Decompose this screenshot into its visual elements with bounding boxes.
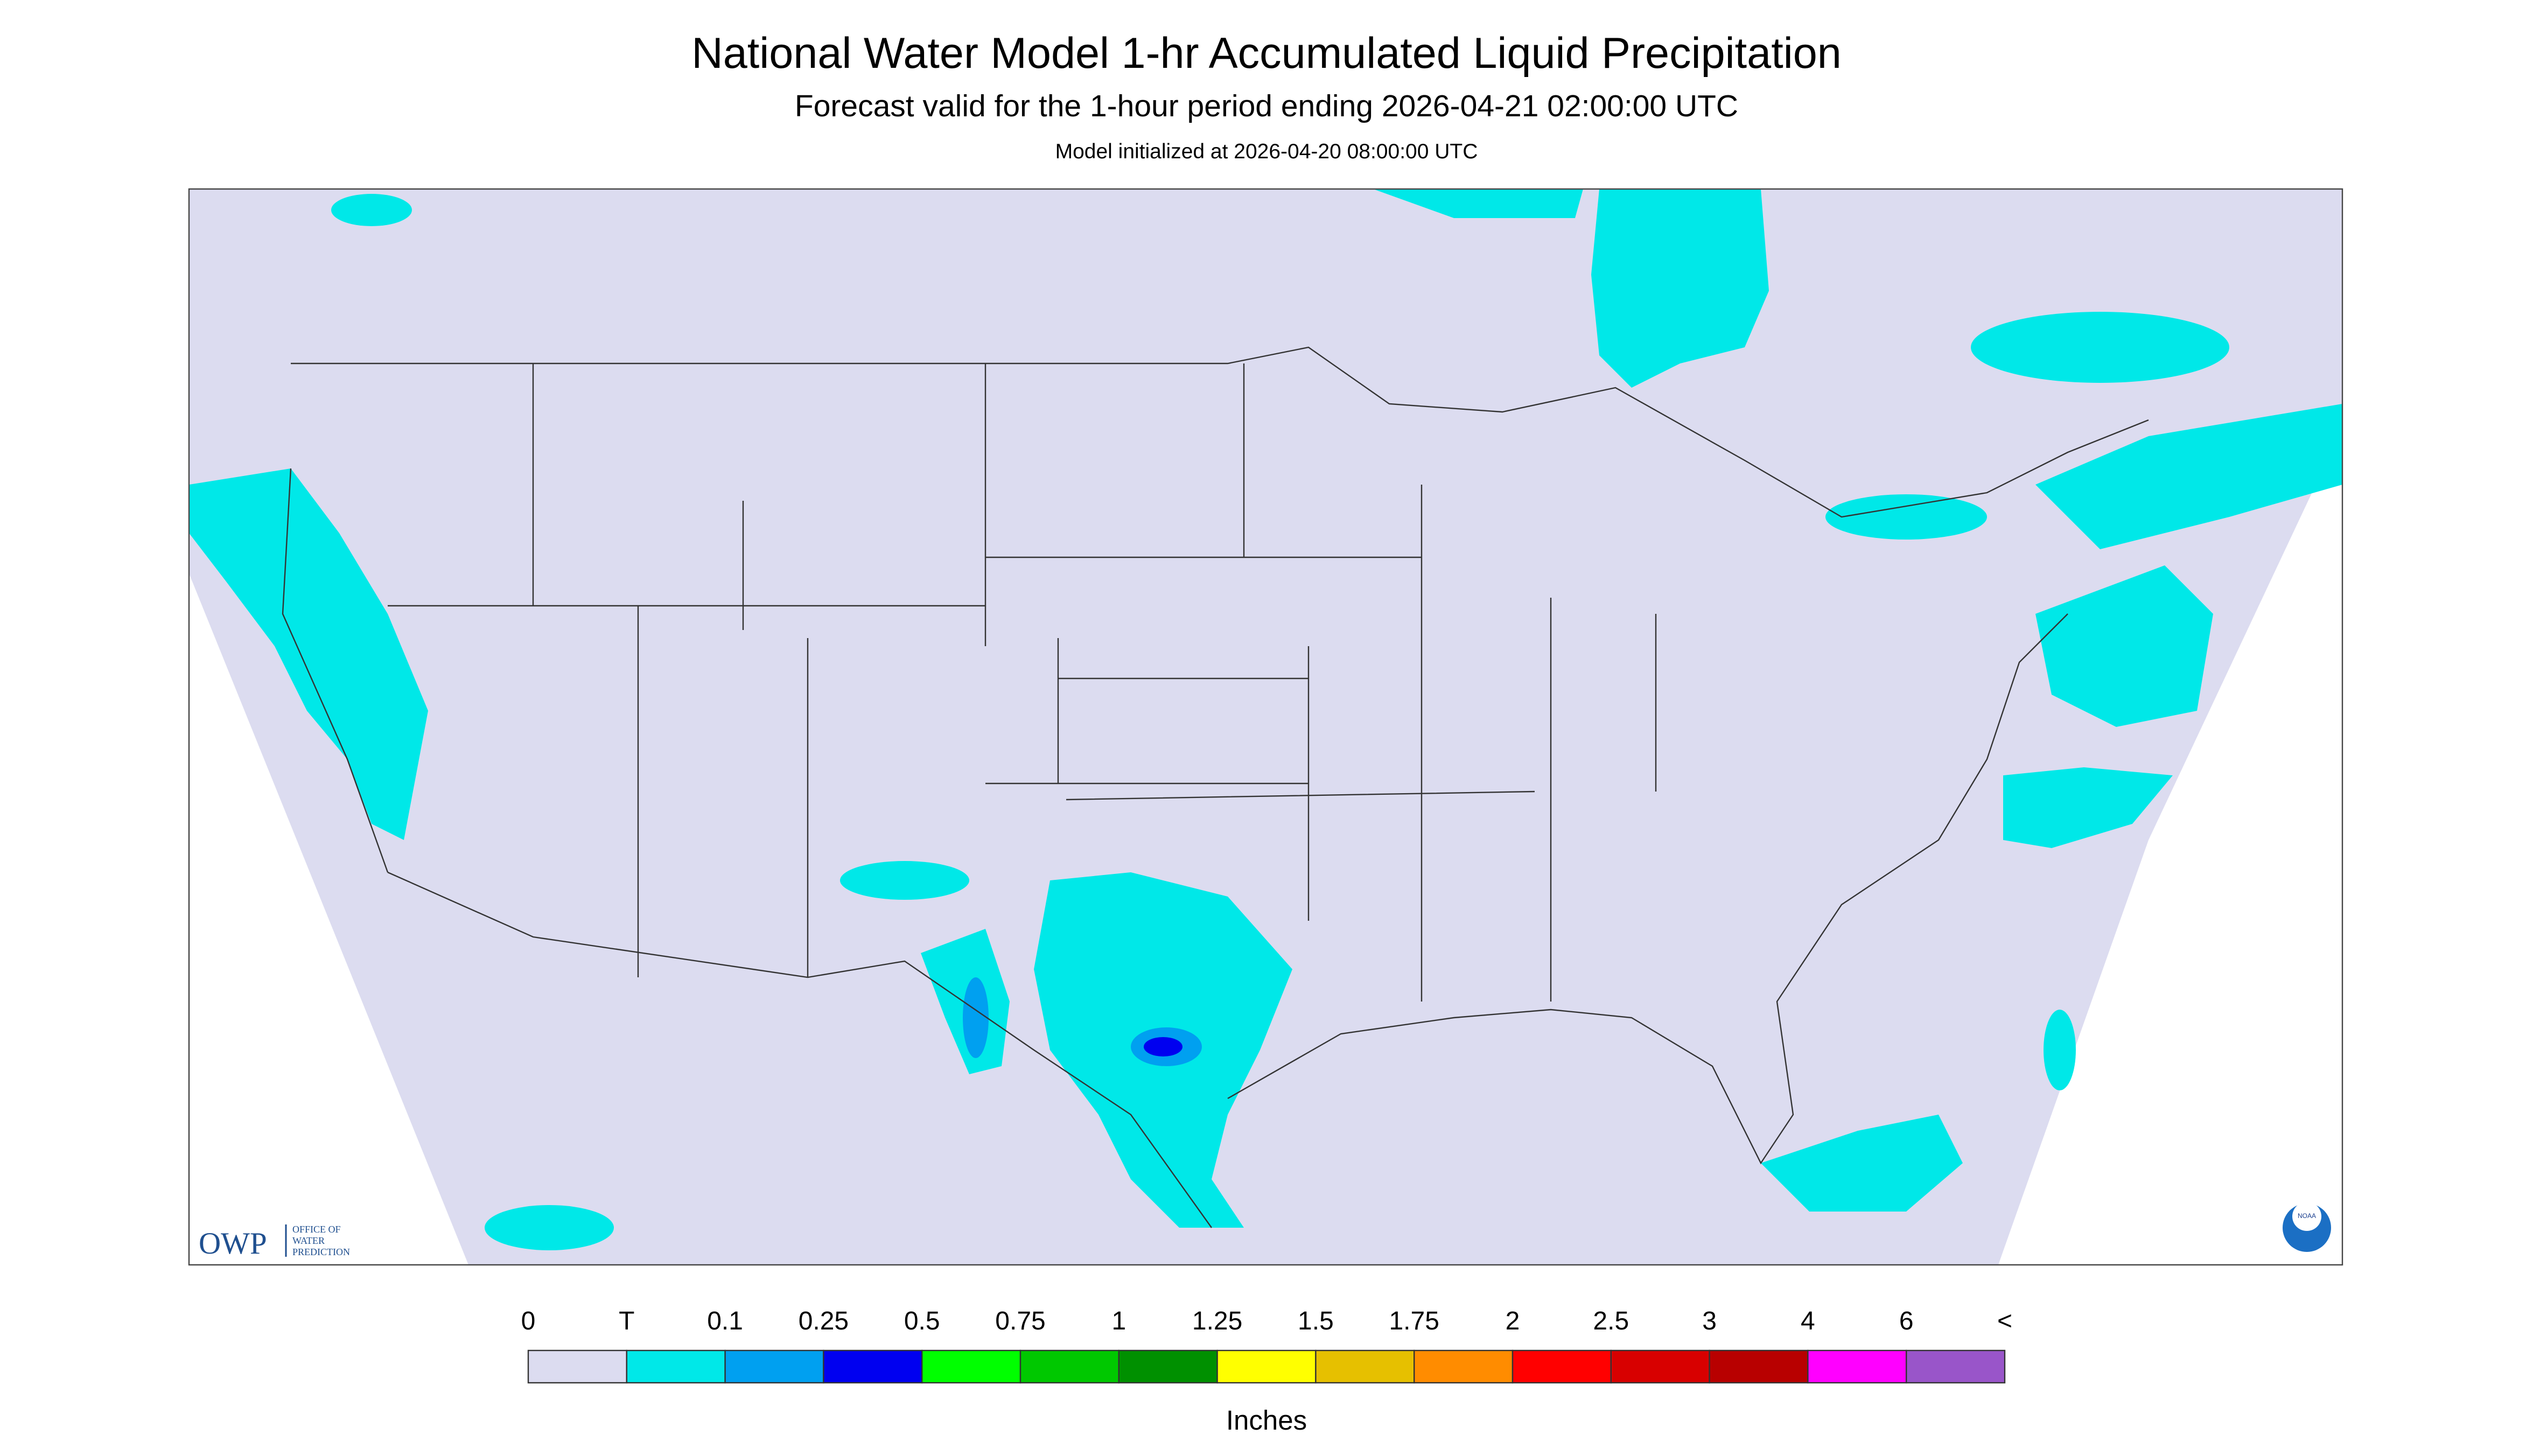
precip-area: [1825, 494, 1987, 540]
precip-area: [1373, 189, 1583, 219]
owp-logo-text: WATER: [292, 1235, 325, 1246]
subtitle: Forecast valid for the 1-hour period end…: [795, 89, 1738, 123]
border-line: [282, 468, 389, 873]
precip-area: [331, 194, 412, 227]
legend-swatch: [1315, 1349, 1415, 1384]
legend-label: 2: [1506, 1307, 1520, 1335]
legend-label: 1.75: [1389, 1307, 1439, 1335]
precip-area: [485, 1205, 614, 1251]
title: National Water Model 1-hr Accumulated Li…: [691, 29, 1842, 78]
precip-area: [2044, 1010, 2076, 1091]
legend-label: 0.5: [904, 1307, 940, 1335]
legend-swatch: [527, 1349, 628, 1384]
precip-area: [189, 468, 428, 841]
legend-swatch: [1807, 1349, 1907, 1384]
map-domain: [189, 189, 2342, 1265]
legend-label: 2.5: [1593, 1307, 1629, 1335]
legend-swatch: [1709, 1349, 1809, 1384]
border-line: [1227, 613, 2068, 1165]
legend-swatch: [1905, 1349, 2006, 1384]
border-line: [387, 871, 1212, 1228]
owp-logo-text: PREDICTION: [292, 1247, 350, 1257]
precip-area: [2035, 404, 2342, 550]
map-frame: [188, 188, 2343, 1266]
legend-label: 6: [1899, 1307, 1914, 1335]
map: OWP OFFICE OF WATER PREDICTION NOAA: [188, 188, 2343, 1266]
legend-label: 1.25: [1192, 1307, 1242, 1335]
noaa-logo-inner: [2292, 1202, 2321, 1231]
legend-swatch: [1610, 1349, 1710, 1384]
legend-label: 0.25: [799, 1307, 849, 1335]
precip-area-heavy: [963, 977, 989, 1059]
precip-areas: [189, 189, 2342, 1251]
legend-swatch: [1512, 1349, 1612, 1384]
legend-swatch: [724, 1349, 824, 1384]
legend-swatch: [1414, 1349, 1514, 1384]
noaa-logo-text: NOAA: [2298, 1212, 2316, 1220]
precip-area: [1591, 189, 1769, 388]
border-line: [291, 346, 2149, 518]
legend-label: 0: [521, 1307, 536, 1335]
outside-domain-left: [189, 573, 468, 1265]
precip-area: [2035, 565, 2213, 727]
legend-label: T: [619, 1307, 634, 1335]
outside-domain-right: [1998, 428, 2342, 1265]
owp-logo-text: OFFICE OF: [292, 1224, 341, 1235]
boundaries: [282, 346, 2149, 1228]
legend-label: 0.75: [995, 1307, 1045, 1335]
precip-area: [840, 861, 969, 900]
precip-area: [1761, 1115, 1963, 1212]
legend-label: 1.5: [1298, 1307, 1334, 1335]
legend: Inches 0 T 0.1 0.25 0.5 0.75 1 1.25 1.5 1.75 2 2.5 3…: [521, 1307, 2012, 1436]
precip-area-heavy: [1144, 1037, 1182, 1057]
legend-swatch: [823, 1349, 923, 1384]
legend-label: 1: [1111, 1307, 1126, 1335]
legend-label: <: [1997, 1307, 2012, 1335]
legend-swatch: [1216, 1349, 1317, 1384]
precip-area: [1971, 312, 2229, 383]
legend-label: 4: [1801, 1307, 1815, 1335]
init-time: Model initialized at 2026-04-20 08:00:00…: [1055, 140, 1478, 163]
state-line: [388, 363, 1657, 1002]
legend-swatch: [921, 1349, 1021, 1384]
legend-unit: Inches: [1226, 1405, 1307, 1436]
precip-area: [2003, 767, 2173, 849]
legend-label: 0.1: [707, 1307, 743, 1335]
legend-swatch: [1019, 1349, 1120, 1384]
owp-logo: OWP: [199, 1227, 267, 1261]
legend-swatch: [1118, 1349, 1218, 1384]
legend-swatch: [626, 1349, 726, 1384]
legend-label: 3: [1702, 1307, 1717, 1335]
